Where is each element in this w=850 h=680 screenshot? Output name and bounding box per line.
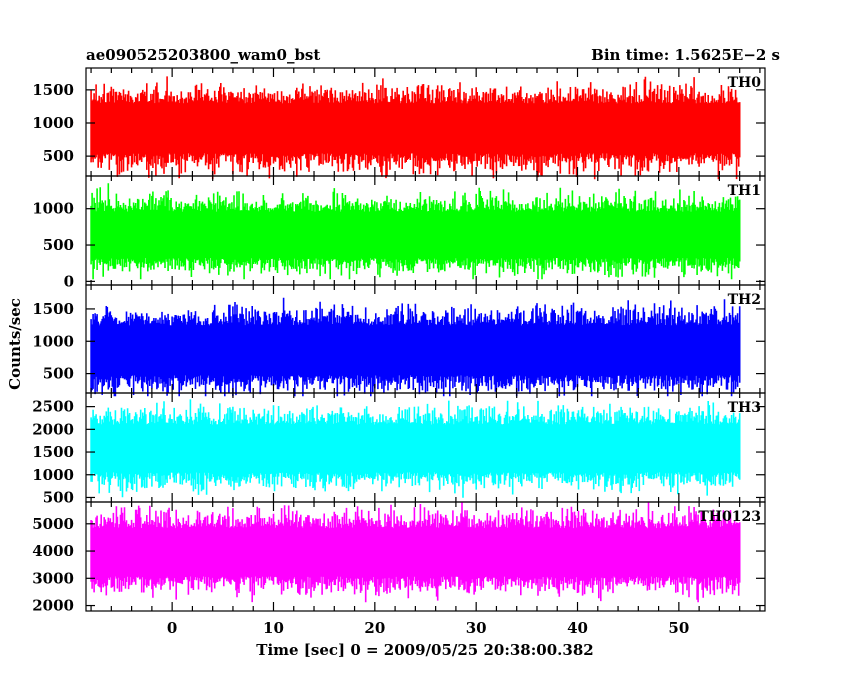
y-tick-label: 1000 — [32, 114, 74, 132]
panel-label-th3: TH3 — [728, 400, 761, 416]
y-tick-label: 2500 — [32, 398, 74, 416]
panel-label-th0123: TH0123 — [698, 509, 761, 525]
series-th0123-core — [91, 528, 740, 577]
panel-th1: 0 500 1000 TH1 — [32, 175, 766, 290]
y-tick-label: 1000 — [32, 200, 74, 218]
x-tick-label: 10 — [263, 619, 284, 637]
y-tick-label: 500 — [43, 236, 74, 254]
y-tick-label: 4000 — [32, 542, 74, 560]
panel-label-th0: TH0 — [728, 75, 762, 91]
y-tick-label: 500 — [43, 365, 74, 383]
y-tick-label: 1500 — [32, 81, 74, 99]
y-tick-label: 1000 — [32, 332, 74, 350]
y-tick-label: 500 — [43, 147, 74, 165]
x-tick-label: 0 — [167, 619, 177, 637]
x-tick-label: 50 — [668, 619, 689, 637]
y-tick-label: 1000 — [32, 466, 74, 484]
series-th3-core — [91, 424, 740, 473]
y-tick-label: 5000 — [32, 515, 74, 533]
y-tick-label: 500 — [43, 488, 74, 506]
series-th0-core — [91, 103, 740, 154]
x-tick-label: 40 — [567, 619, 588, 637]
panel-label-th1: TH1 — [728, 183, 761, 199]
series-th2-core — [91, 325, 740, 376]
x-tick-label: 30 — [466, 619, 487, 637]
panel-th0123: 2000 3000 4000 5000 TH0123 — [32, 501, 766, 615]
y-tick-label: 2000 — [32, 420, 74, 438]
y-tick-label: 3000 — [32, 569, 74, 587]
y-tick-label: 1500 — [32, 300, 74, 318]
panel-label-th2: TH2 — [728, 292, 761, 308]
x-axis-label: Time [sec] 0 = 2009/05/25 20:38:00.382 — [256, 641, 593, 659]
y-tick-label: 1500 — [32, 443, 74, 461]
panel-th0: 500 1000 1500 TH0 — [32, 67, 766, 180]
series-th1-core — [91, 211, 740, 258]
y-tick-label: 2000 — [32, 597, 74, 615]
panel-frame — [85, 501, 766, 612]
panel-th3: 500 1000 1500 2000 2500 TH3 — [32, 392, 766, 506]
bin-time-label: Bin time: 1.5625E−2 s — [591, 46, 780, 64]
x-tick-label: 20 — [364, 619, 385, 637]
figure-title: ae090525203800_wam0_bst — [86, 46, 320, 64]
y-tick-label: 0 — [64, 272, 74, 290]
y-axis-label: Counts/sec — [6, 298, 24, 390]
panel-th2: 500 1000 1500 TH2 — [32, 284, 766, 397]
